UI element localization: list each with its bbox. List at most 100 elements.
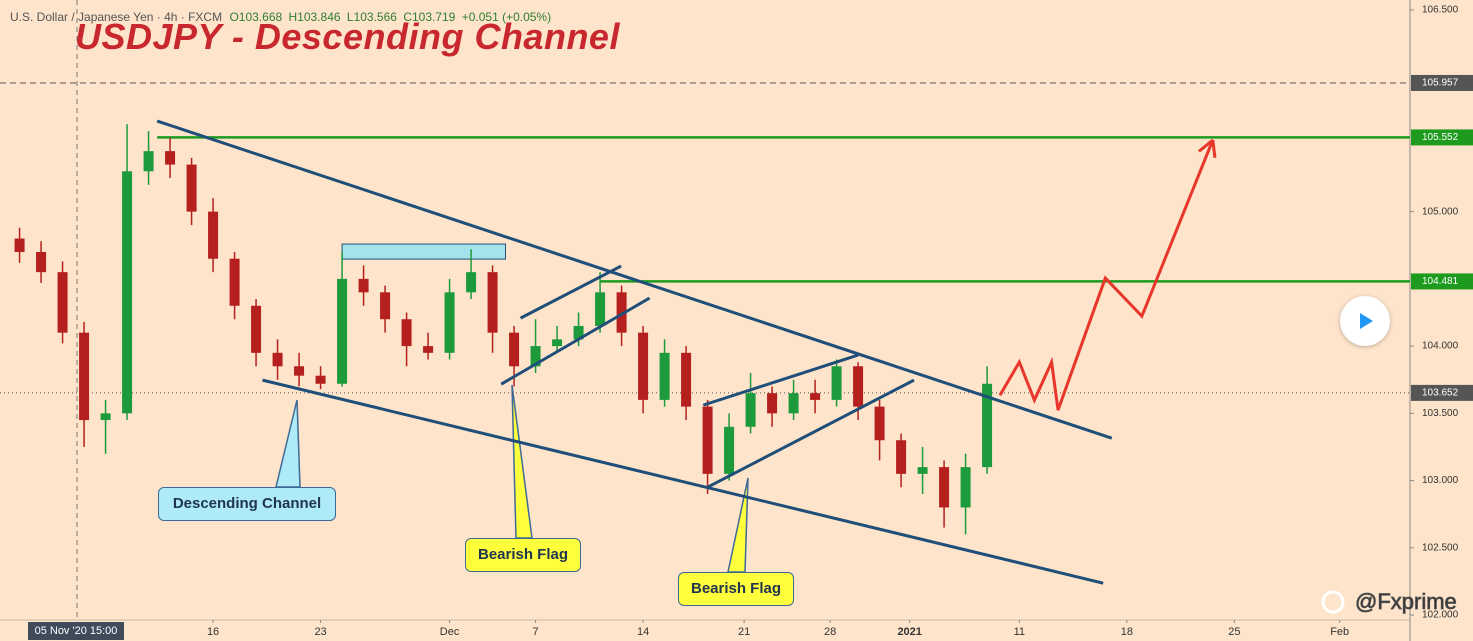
x-tick-label: Feb [1330, 626, 1349, 638]
candle-body [229, 258, 240, 306]
candle-body [874, 406, 885, 441]
candle-body [444, 292, 455, 353]
x-tick-label: 2021 [897, 626, 921, 638]
price-level-label-bg [1411, 273, 1473, 290]
x-tick-label: 25 [1228, 626, 1240, 638]
candle-body [767, 393, 778, 414]
chart-title: USDJPY - Descending Channel [75, 16, 620, 57]
crosshair-label: 05 Nov '20 15:00 [28, 622, 124, 640]
projection-arrowhead [1211, 139, 1217, 159]
trendline [706, 378, 915, 489]
x-tick-label: 21 [738, 626, 750, 638]
change-value: +0.051 (+0.05%) [461, 10, 552, 24]
y-tick-label: 103.000 [1422, 475, 1459, 486]
symbol-header: U.S. Dollar / Japanese Yen · 4h · FXCM O… [10, 10, 554, 24]
price-level-label-bg [1411, 74, 1473, 91]
candle-body [917, 467, 928, 474]
candle-body [487, 272, 498, 333]
candle-body [294, 366, 305, 376]
candle-body [79, 332, 90, 421]
y-tick-label: 102.000 [1422, 610, 1459, 621]
x-tick-label: Dec [440, 626, 460, 638]
candle-body [272, 352, 283, 367]
candle-body [831, 366, 842, 400]
play-button[interactable] [1340, 296, 1390, 346]
trendline [702, 353, 859, 407]
symbol-name: U.S. Dollar / Japanese Yen · 4h · FXCM [10, 10, 223, 24]
price-level-label: 104.481 [1422, 276, 1459, 287]
candle-body [466, 272, 477, 293]
x-tick-label: 7 [533, 626, 539, 638]
watermark: @Fxprime [1355, 589, 1457, 614]
high-value: H103.846 [288, 10, 341, 24]
play-icon [1360, 313, 1373, 329]
candle-body [853, 366, 864, 407]
candle-body [616, 292, 627, 333]
y-tick-label: 105.000 [1422, 206, 1459, 217]
candle-body [724, 426, 735, 474]
projection-path [998, 139, 1215, 411]
y-tick-label: 103.500 [1422, 408, 1459, 419]
candle-body [638, 332, 649, 400]
price-level-label-bg [1411, 384, 1473, 401]
x-tick-label: 11 [1014, 626, 1025, 638]
candle-body [939, 467, 950, 508]
price-level-label: 103.652 [1422, 388, 1459, 399]
candle-body [788, 393, 799, 414]
close-value: C103.719 [403, 10, 456, 24]
candle-body [251, 305, 262, 353]
candle-body [380, 292, 391, 320]
trendline [262, 378, 1104, 585]
projection-arrowhead [1197, 138, 1214, 153]
y-tick-label: 102.500 [1422, 542, 1459, 553]
candle-body [982, 383, 993, 468]
candle-body [509, 332, 520, 367]
callout: Bearish Flag [465, 538, 581, 572]
callout: Bearish Flag [678, 572, 794, 606]
candle-body [745, 393, 756, 427]
x-tick-label: 23 [314, 626, 326, 638]
x-tick-label: 18 [1121, 626, 1133, 638]
candle-body [14, 238, 25, 252]
candle-body [573, 325, 584, 340]
candle-body [810, 393, 821, 400]
price-level-label: 105.957 [1422, 78, 1459, 89]
candle-body [401, 319, 412, 347]
resistance-zone [341, 243, 506, 260]
candle-body [595, 292, 606, 326]
candle-body [122, 171, 133, 414]
candle-body [100, 413, 111, 421]
callout-pointer [275, 399, 301, 488]
x-tick-label: 16 [207, 626, 219, 638]
candle-body [681, 352, 692, 407]
candle-body [36, 251, 47, 273]
watermark-icon [1321, 590, 1345, 614]
candle-body [960, 467, 971, 508]
candle-body [423, 346, 434, 353]
y-tick-label: 104.000 [1422, 341, 1459, 352]
candle-body [143, 151, 154, 172]
callout: Descending Channel [158, 487, 336, 521]
candle-body [530, 346, 541, 367]
y-tick-label: 106.500 [1422, 5, 1459, 16]
candle-body [165, 151, 176, 165]
price-level-label: 105.552 [1422, 132, 1459, 143]
candle-body [702, 406, 713, 474]
open-value: O103.668 [229, 10, 283, 24]
candle-body [57, 272, 68, 333]
candle-body [208, 211, 219, 259]
x-tick-label: 28 [824, 626, 836, 638]
callout-pointer [511, 384, 533, 539]
candle-body [315, 375, 326, 384]
candle-body [896, 440, 907, 474]
candle-body [552, 339, 563, 347]
trendline [500, 296, 651, 386]
candle-body [337, 278, 348, 384]
x-tick-label: 14 [637, 626, 649, 638]
price-level-label-bg [1411, 129, 1473, 146]
candle-body [659, 352, 670, 400]
candle-body [186, 164, 197, 212]
trendline [156, 119, 1113, 440]
